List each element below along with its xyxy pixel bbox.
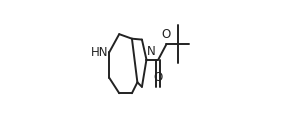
Text: O: O	[162, 28, 171, 41]
Text: HN: HN	[91, 46, 108, 59]
Text: N: N	[147, 45, 156, 58]
Text: O: O	[154, 71, 163, 84]
